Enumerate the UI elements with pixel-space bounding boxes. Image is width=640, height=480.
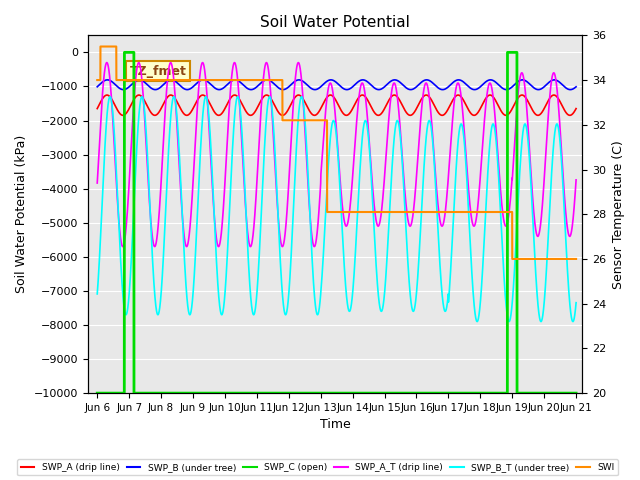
X-axis label: Time: Time bbox=[320, 419, 351, 432]
Y-axis label: Soil Water Potential (kPa): Soil Water Potential (kPa) bbox=[15, 135, 28, 293]
Legend: SWP_A (drip line), SWP_B (under tree), SWP_C (open), SWP_A_T (drip line), SWP_B_: SWP_A (drip line), SWP_B (under tree), S… bbox=[17, 459, 618, 476]
Y-axis label: Sensor Temperature (C): Sensor Temperature (C) bbox=[612, 140, 625, 288]
Title: Soil Water Potential: Soil Water Potential bbox=[260, 15, 410, 30]
Text: TZ_fmet: TZ_fmet bbox=[130, 65, 187, 78]
